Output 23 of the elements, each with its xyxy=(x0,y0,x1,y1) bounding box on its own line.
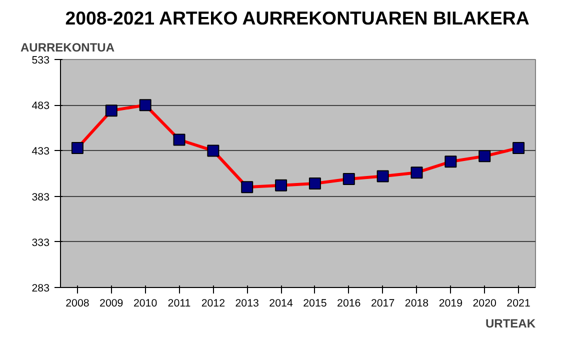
x-tick-label: 2008 xyxy=(66,298,90,310)
x-tick-label: 2016 xyxy=(337,298,361,310)
x-tick-label: 2009 xyxy=(100,298,124,310)
y-tick-label: 533 xyxy=(32,54,50,66)
x-tick-label: 2018 xyxy=(404,298,429,310)
y-tick-label: 483 xyxy=(32,100,50,112)
chart-title: 2008-2021 ARTEKO AURREKONTUAREN BILAKERA xyxy=(65,8,530,28)
y-tick-label: 433 xyxy=(32,146,50,158)
x-tick-label: 2017 xyxy=(370,298,395,310)
y-axis-title: AURREKONTUA xyxy=(20,40,115,54)
x-tick-label: 2010 xyxy=(133,298,158,310)
x-tick-label: 2011 xyxy=(168,298,191,310)
x-axis-title: URTEAK xyxy=(486,316,536,330)
x-tick-label: 2014 xyxy=(269,298,293,310)
y-tick-label: 383 xyxy=(32,191,50,204)
x-tick-label: 2019 xyxy=(438,298,463,310)
x-tick-label: 2012 xyxy=(201,298,226,310)
x-tick-label: 2013 xyxy=(235,298,260,310)
x-tick-label: 2020 xyxy=(472,298,497,310)
y-tick-label: 283 xyxy=(32,282,50,294)
y-tick-label: 333 xyxy=(32,236,50,249)
x-tick-label: 2021 xyxy=(506,298,530,310)
x-tick-label: 2015 xyxy=(303,298,327,310)
